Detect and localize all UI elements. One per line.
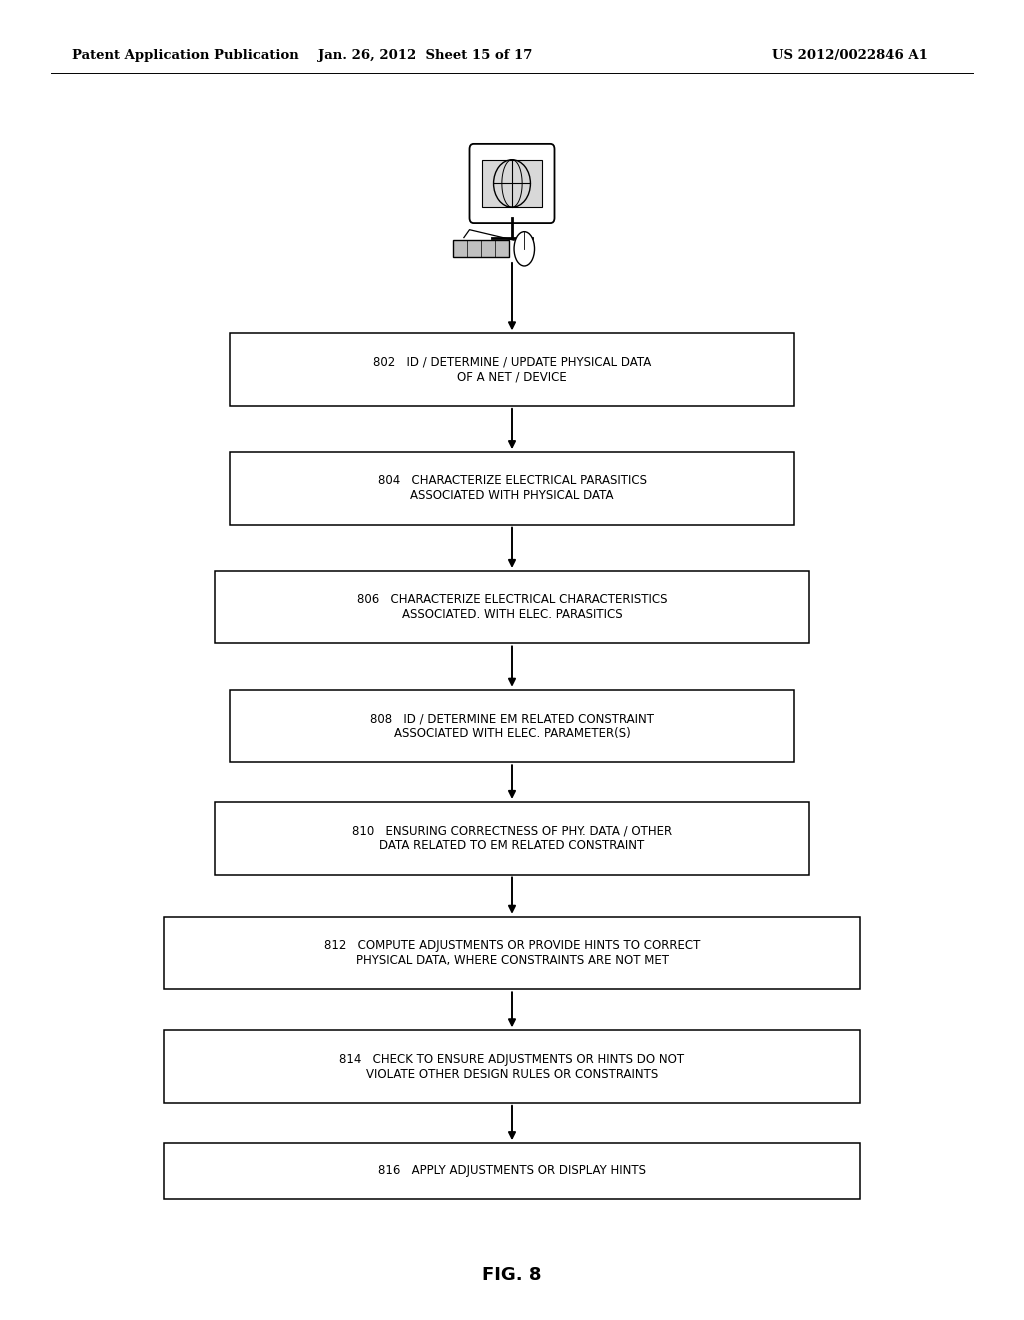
Text: 802   ID / DETERMINE / UPDATE PHYSICAL DATA
OF A NET / DEVICE: 802 ID / DETERMINE / UPDATE PHYSICAL DAT… bbox=[373, 355, 651, 384]
Text: 806   CHARACTERIZE ELECTRICAL CHARACTERISTICS
ASSOCIATED. WITH ELEC. PARASITICS: 806 CHARACTERIZE ELECTRICAL CHARACTERIST… bbox=[356, 593, 668, 622]
FancyBboxPatch shape bbox=[482, 160, 543, 207]
Ellipse shape bbox=[514, 232, 535, 267]
FancyBboxPatch shape bbox=[469, 144, 555, 223]
FancyBboxPatch shape bbox=[164, 1143, 860, 1199]
Text: 814   CHECK TO ENSURE ADJUSTMENTS OR HINTS DO NOT
VIOLATE OTHER DESIGN RULES OR : 814 CHECK TO ENSURE ADJUSTMENTS OR HINTS… bbox=[339, 1052, 685, 1081]
Text: 804   CHARACTERIZE ELECTRICAL PARASITICS
ASSOCIATED WITH PHYSICAL DATA: 804 CHARACTERIZE ELECTRICAL PARASITICS A… bbox=[378, 474, 646, 503]
FancyBboxPatch shape bbox=[164, 916, 860, 990]
FancyBboxPatch shape bbox=[215, 570, 809, 643]
Text: 810   ENSURING CORRECTNESS OF PHY. DATA / OTHER
DATA RELATED TO EM RELATED CONST: 810 ENSURING CORRECTNESS OF PHY. DATA / … bbox=[352, 824, 672, 853]
Text: 812   COMPUTE ADJUSTMENTS OR PROVIDE HINTS TO CORRECT
PHYSICAL DATA, WHERE CONST: 812 COMPUTE ADJUSTMENTS OR PROVIDE HINTS… bbox=[324, 939, 700, 968]
Text: 808   ID / DETERMINE EM RELATED CONSTRAINT
ASSOCIATED WITH ELEC. PARAMETER(S): 808 ID / DETERMINE EM RELATED CONSTRAINT… bbox=[370, 711, 654, 741]
Text: 816   APPLY ADJUSTMENTS OR DISPLAY HINTS: 816 APPLY ADJUSTMENTS OR DISPLAY HINTS bbox=[378, 1164, 646, 1177]
FancyBboxPatch shape bbox=[215, 803, 809, 875]
FancyBboxPatch shape bbox=[164, 1030, 860, 1104]
Text: Jan. 26, 2012  Sheet 15 of 17: Jan. 26, 2012 Sheet 15 of 17 bbox=[317, 49, 532, 62]
Text: US 2012/0022846 A1: US 2012/0022846 A1 bbox=[772, 49, 928, 62]
FancyBboxPatch shape bbox=[453, 240, 509, 257]
FancyBboxPatch shape bbox=[230, 451, 794, 524]
Text: Patent Application Publication: Patent Application Publication bbox=[72, 49, 298, 62]
Text: FIG. 8: FIG. 8 bbox=[482, 1266, 542, 1284]
FancyBboxPatch shape bbox=[230, 689, 794, 763]
FancyBboxPatch shape bbox=[230, 333, 794, 407]
